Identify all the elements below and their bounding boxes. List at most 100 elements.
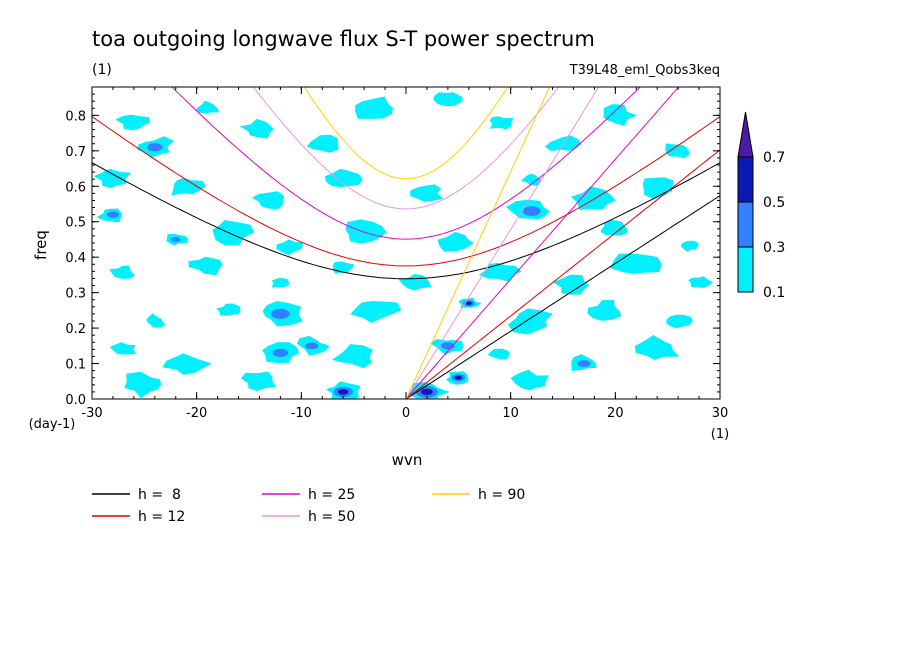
kelvin-curve [405,87,551,399]
chart-title: toa outgoing longwave flux S-T power spe… [92,27,595,51]
contour-patch [355,96,394,119]
contour-patch [332,261,354,274]
contour-patch [666,314,693,329]
contour-patch-core [271,308,290,319]
x-tick-label: -30 [81,406,102,421]
contour-patch [680,240,699,252]
legend: h = 8 h = 12 h = 25 h = 50 h = 90 [92,487,525,525]
contour-patch-core [305,342,319,350]
y-axis-label: freq [32,230,50,260]
x-tick-label: 0 [402,406,410,421]
contour-patch [240,371,277,392]
contour-patch [109,265,136,279]
run-label: T39L48_eml_Qobs3keq [569,63,720,78]
y-tick-label: 0.5 [65,216,86,231]
contour-patch [665,143,690,159]
contour-patch-core [106,211,119,218]
colorbar-label: 0.7 [763,150,785,166]
contour-patch [324,168,363,188]
contour-patch-core [577,360,591,367]
contour-patch [478,262,522,282]
contour-patch [489,116,514,130]
contour-patch-peak [454,375,463,380]
legend-label: h = 12 [138,509,185,525]
y-tick-label: 0.3 [65,287,86,302]
contour-patch-peak [421,388,433,396]
x-tick-label: 30 [712,406,729,421]
inertia-gravity-curve [252,87,560,210]
inertia-gravity-curve [92,116,720,267]
x-tick-label: 10 [502,406,519,421]
contour-patch [610,253,662,274]
colorbar-arrow [737,111,754,158]
contour-patch-core [147,143,163,152]
y-tick-label: 0.1 [65,358,86,373]
contour-patch [350,301,402,323]
contour-patch [195,100,220,114]
contour-patch-peak [465,301,472,305]
contour-patch [520,173,541,186]
contour-patch [162,353,212,375]
x-tick-label: -10 [291,406,312,421]
legend-label: h = 25 [308,487,355,503]
contour-patch [410,184,444,202]
contour-patch [124,371,162,399]
contour-patch [239,118,274,139]
contour-patch [570,186,616,210]
x-axis-label: wvn [392,451,423,469]
contour-patch [109,342,137,355]
contour-patch [600,220,628,236]
y-tick-label: 0.8 [65,109,86,124]
x-tick-label: -20 [186,406,207,421]
contour-patch [345,219,387,244]
colorbar-label: 0.1 [763,285,785,301]
contour-patch [688,276,713,288]
x-axis-units: (1) [711,427,729,442]
kelvin-curve [405,87,680,399]
contour-patch [276,239,304,256]
colorbar-label: 0.5 [763,195,785,211]
y-tick-label: 0.6 [65,180,86,195]
contour-patch [437,231,474,252]
legend-label: h = 50 [308,509,355,525]
contour-patch [115,114,150,131]
contour-patch [552,274,590,295]
contour-patch [398,274,432,291]
kelvin-curve [405,195,720,399]
colorbar-segment [737,246,754,293]
legend-label: h = 8 [138,487,181,503]
kelvin-curve [405,149,720,399]
y-tick-label: 0.7 [65,145,86,160]
colorbar-label: 0.3 [763,240,785,256]
contour-patch [252,191,284,210]
legend-label: h = 90 [478,487,525,503]
dispersion-curves [92,87,720,399]
contour-patch-core [272,348,289,357]
y-tick-label: 0.0 [65,393,86,408]
inertia-gravity-curve [303,87,509,180]
contour-patch [487,348,510,360]
kelvin-curve [405,87,600,399]
contour-patch [93,168,132,188]
contour-patch [634,335,679,360]
contour-patch [306,134,339,153]
chart-units: (1) [92,62,112,78]
contour-fill-layer [93,92,713,399]
y-axis-units: (day-1) [29,417,76,432]
contour-patch-core [170,236,181,243]
contour-patch-core [522,206,541,216]
y-tick-label: 0.4 [65,251,86,266]
colorbar: 0.1 0.3 0.5 0.7 [737,111,785,301]
contour-patch [271,277,289,288]
contour-patch [331,344,373,369]
contour-patch [216,303,241,316]
contour-patch [146,313,166,328]
contour-patch [433,92,463,107]
axes: -30 -20 -10 0 10 20 30 0.0 0.1 0.2 0.3 0.4 0.5 0.6 0.7… [65,86,729,421]
x-tick-label: 20 [607,406,624,421]
colorbar-segment [737,201,754,248]
inertia-gravity-curve [171,87,641,240]
contour-patch [544,135,582,151]
contour-patch [603,104,638,126]
